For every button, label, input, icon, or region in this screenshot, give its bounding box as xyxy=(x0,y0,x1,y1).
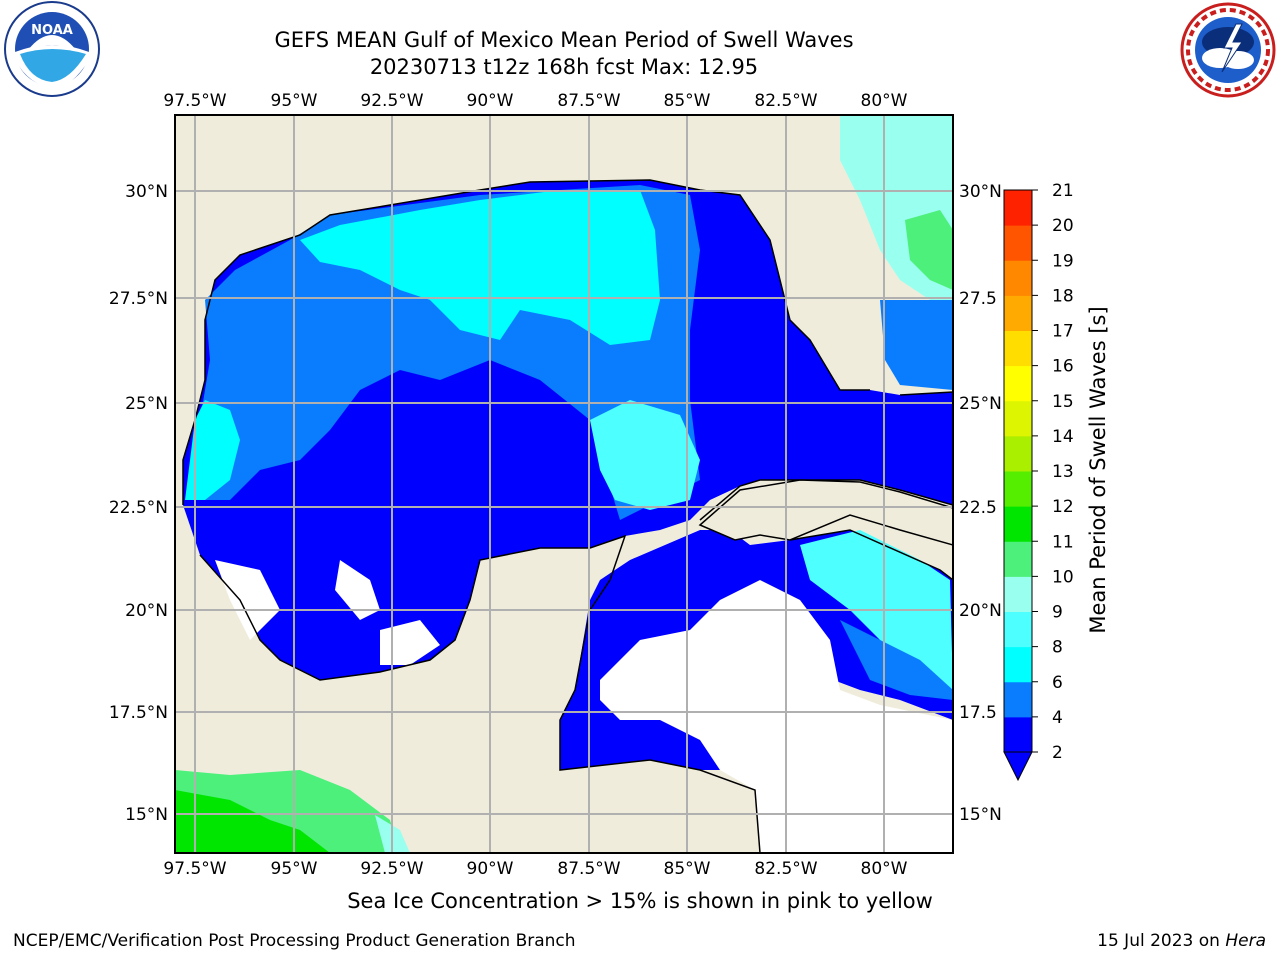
colorbar-segment xyxy=(1004,646,1032,683)
colorbar-segment xyxy=(1004,471,1032,507)
colorbar-tick-label: 21 xyxy=(1052,181,1074,201)
colorbar xyxy=(1003,189,1033,782)
lat-label: 20°N xyxy=(125,601,168,621)
colorbar-segment xyxy=(1004,330,1032,367)
lon-label: 95°W xyxy=(271,91,318,111)
colorbar-tick-label: 17 xyxy=(1052,322,1074,342)
colorbar-tick-label: 4 xyxy=(1052,708,1063,728)
lat-labels-left: 15°N 17.5°N 20°N 22.5°N 25°N 27.5°N 30°N xyxy=(109,182,168,825)
gulf-water-cyan xyxy=(300,190,660,345)
colorbar-tick-label: 15 xyxy=(1052,392,1074,412)
graticule xyxy=(175,115,953,853)
colorbar-segment xyxy=(1004,541,1032,577)
lat-label: 30°N xyxy=(959,182,1002,202)
colorbar-segment xyxy=(1004,225,1032,261)
lat-label: 25°N xyxy=(959,394,1002,414)
colorbar-tick-label: 12 xyxy=(1052,497,1074,517)
lon-label: 87.5°W xyxy=(557,91,620,111)
pacific-water-bright xyxy=(175,790,330,853)
lon-label: 97.5°W xyxy=(163,91,226,111)
colorbar-tick-label: 9 xyxy=(1052,603,1063,623)
lon-labels-bottom: 97.5°W 95°W 92.5°W 90°W 87.5°W 85°W 82.5… xyxy=(163,859,907,879)
colorbar-tick-label: 6 xyxy=(1052,673,1063,693)
map-plot-area xyxy=(175,115,953,853)
lon-label: 85°W xyxy=(664,859,711,879)
map-title: GEFS MEAN Gulf of Mexico Mean Period of … xyxy=(274,28,854,52)
lon-label: 80°W xyxy=(861,859,908,879)
lon-label: 90°W xyxy=(467,91,514,111)
colorbar-segment xyxy=(1004,435,1032,472)
lat-label: 22.5°N xyxy=(109,498,168,518)
lat-label: 25°N xyxy=(125,394,168,414)
colorbar-tick-label: 20 xyxy=(1052,216,1074,236)
lon-label: 87.5°W xyxy=(557,859,620,879)
colorbar-ticks: 2 4 6 8 9 10 11 12 13 14 15 16 17 18 19 20 21 xyxy=(1032,181,1074,763)
lat-label: 17.5 xyxy=(959,703,997,723)
western-cyan-strip xyxy=(185,400,240,500)
nws-logo xyxy=(1180,2,1276,98)
colorbar-tick-label: 8 xyxy=(1052,638,1063,658)
no-data-patch xyxy=(335,560,380,620)
credit-text: NCEP/EMC/Verification Post Processing Pr… xyxy=(13,931,576,951)
colorbar-tick-label: 16 xyxy=(1052,357,1074,377)
colorbar-segment xyxy=(1004,365,1032,402)
lat-label: 30°N xyxy=(125,182,168,202)
colorbar-segment xyxy=(1004,716,1032,753)
lon-label: 92.5°W xyxy=(360,91,423,111)
colorbar-segment xyxy=(1004,506,1032,542)
sea-ice-note: Sea Ice Concentration > 15% is shown in … xyxy=(347,889,933,913)
colorbar-tick-label: 18 xyxy=(1052,286,1074,306)
colorbar-segment xyxy=(1004,295,1032,331)
lat-label: 22.5 xyxy=(959,498,997,518)
colorbar-label: Mean Period of Swell Waves [s] xyxy=(1086,306,1110,634)
lat-label: 15°N xyxy=(959,805,1002,825)
colorbar-extension xyxy=(1003,751,1033,782)
atlantic-water-blue xyxy=(880,300,953,390)
lat-label: 27.5 xyxy=(959,289,997,309)
lat-label: 27.5°N xyxy=(109,289,168,309)
lon-label: 92.5°W xyxy=(360,859,423,879)
colorbar-tick-label: 13 xyxy=(1052,462,1074,482)
lon-label: 97.5°W xyxy=(163,859,226,879)
colorbar-tick-label: 11 xyxy=(1052,532,1074,552)
lat-label: 15°N xyxy=(125,805,168,825)
colorbar-segment xyxy=(1004,681,1032,718)
date-text: 15 Jul 2023 on xyxy=(1097,931,1220,951)
map-frame xyxy=(174,114,954,854)
lon-labels-top: 97.5°W 95°W 92.5°W 90°W 87.5°W 85°W 82.5… xyxy=(163,91,907,111)
map-subtitle: 20230713 t12z 168h fcst Max: 12.95 xyxy=(369,55,759,79)
noaa-logo-text: NOAA xyxy=(31,23,73,38)
colorbar-segment xyxy=(1004,190,1032,226)
lat-label: 20°N xyxy=(959,601,1002,621)
colorbar-segment xyxy=(1004,260,1032,296)
colorbar-tick-label: 2 xyxy=(1052,743,1063,763)
lon-label: 85°W xyxy=(664,91,711,111)
no-data-patch xyxy=(380,620,440,665)
colorbar-segment xyxy=(1004,576,1032,612)
lon-label: 82.5°W xyxy=(754,859,817,879)
colorbar-segment xyxy=(1004,611,1032,648)
lon-label: 82.5°W xyxy=(754,91,817,111)
no-data-caribbean xyxy=(600,580,953,853)
lon-label: 95°W xyxy=(271,859,318,879)
coastline-yucatan xyxy=(199,534,761,853)
cuba-land xyxy=(698,479,953,546)
lon-label: 80°W xyxy=(861,91,908,111)
colorbar-segment xyxy=(1004,400,1032,437)
noaa-logo: NOAA xyxy=(4,1,100,97)
lat-label: 17.5°N xyxy=(109,703,168,723)
host-name: Hera xyxy=(1225,931,1266,951)
colorbar-tick-label: 14 xyxy=(1052,427,1074,447)
lat-labels-right: 15°N 17.5 20°N 22.5 25°N 27.5 30°N xyxy=(959,182,1002,825)
lon-label: 90°W xyxy=(467,859,514,879)
colorbar-tick-label: 10 xyxy=(1052,567,1074,587)
colorbar-tick-label: 19 xyxy=(1052,251,1074,271)
atlantic-water-green xyxy=(905,210,953,290)
caribbean-water-medium xyxy=(840,620,953,700)
date-stamp: 15 Jul 2023 on Hera xyxy=(1097,931,1266,951)
no-data-bay-of-campeche xyxy=(215,560,280,640)
gulf-water-cyan-loop xyxy=(590,400,700,510)
